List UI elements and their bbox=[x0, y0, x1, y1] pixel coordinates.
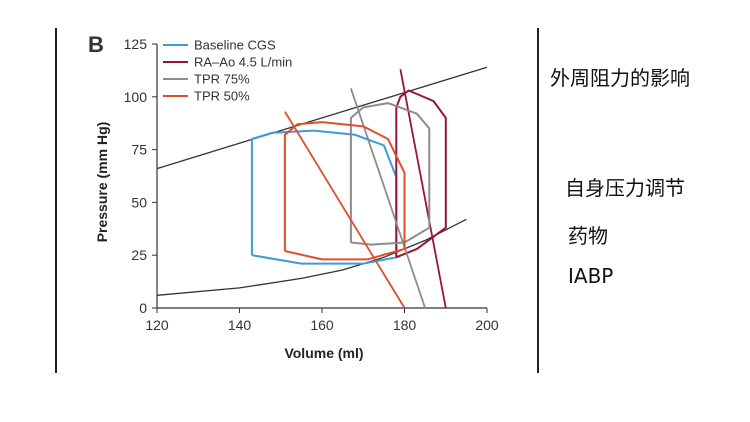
legend-label-2: TPR 75% bbox=[194, 72, 250, 87]
pv-loop-0 bbox=[250, 129, 398, 265]
esp-line bbox=[156, 66, 488, 170]
legend-label-0: Baseline CGS bbox=[194, 38, 276, 53]
y-tick-label: 50 bbox=[131, 194, 147, 210]
x-tick-label: 200 bbox=[475, 317, 499, 333]
right-text-line4: IABP bbox=[568, 264, 614, 288]
left-divider bbox=[55, 28, 57, 373]
x-tick-label: 120 bbox=[145, 317, 169, 333]
ea-line-1 bbox=[399, 69, 447, 309]
legend-label-3: TPR 50% bbox=[194, 89, 250, 104]
pv-loop-2 bbox=[349, 102, 431, 246]
y-tick-label: 100 bbox=[124, 89, 148, 105]
pv-loop-3 bbox=[283, 121, 406, 261]
x-tick-label: 140 bbox=[228, 317, 252, 333]
chart-plot-area bbox=[156, 66, 488, 309]
ea-line-2 bbox=[350, 88, 426, 309]
y-axis-label: Pressure (mm Hg) bbox=[94, 122, 110, 243]
legend-label-1: RA–Ao 4.5 L/min bbox=[194, 55, 292, 70]
y-tick-label: 125 bbox=[124, 36, 148, 52]
chart-axes: 120 140 160 180 200 0 25 50 75 100 125 bbox=[124, 36, 499, 333]
right-text-line3: 药物 bbox=[568, 224, 608, 248]
chart-legend: Baseline CGS RA–Ao 4.5 L/min TPR 75% TPR 50… bbox=[163, 38, 292, 104]
x-axis-label: Volume (ml) bbox=[284, 345, 363, 361]
x-tick-label: 180 bbox=[393, 317, 417, 333]
right-text-line1: 外周阻力的影响 bbox=[550, 66, 690, 90]
right-text-line2: 自身压力调节 bbox=[565, 176, 685, 200]
y-tick-label: 25 bbox=[131, 247, 147, 263]
ea-line-3 bbox=[284, 111, 406, 309]
edp-curve bbox=[156, 218, 467, 296]
x-tick-label: 160 bbox=[310, 317, 334, 333]
y-tick-label: 0 bbox=[139, 300, 147, 316]
pv-loop-1 bbox=[395, 89, 447, 259]
y-tick-label: 75 bbox=[131, 142, 147, 158]
right-divider bbox=[537, 28, 539, 373]
panel-label: B bbox=[88, 32, 104, 57]
